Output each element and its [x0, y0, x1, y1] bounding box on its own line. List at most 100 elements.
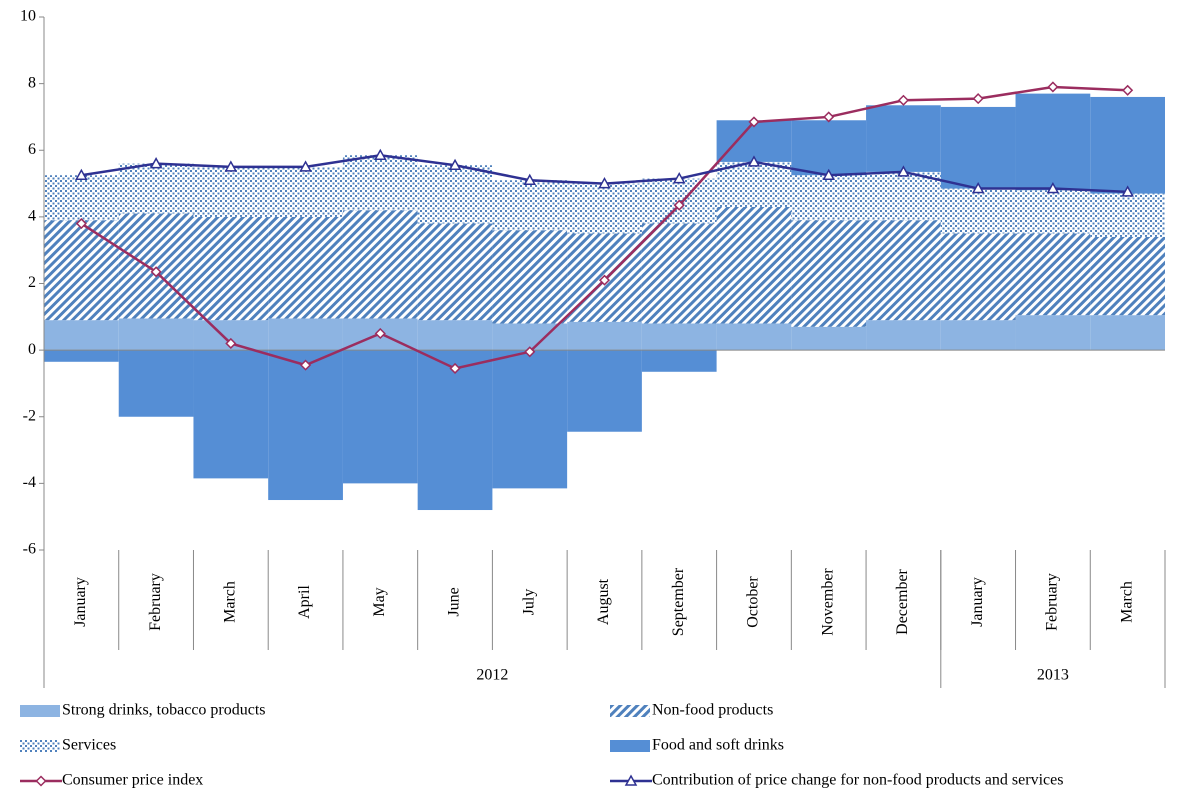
bar — [342, 155, 418, 211]
marker — [1122, 84, 1134, 96]
marker — [1121, 185, 1134, 197]
marker — [971, 182, 985, 194]
bar — [940, 188, 1016, 234]
bar — [716, 161, 792, 207]
marker — [624, 774, 638, 786]
marker — [524, 346, 536, 358]
bar — [1015, 315, 1091, 351]
bar — [268, 216, 343, 319]
bar — [417, 350, 493, 511]
marker — [897, 94, 909, 106]
marker — [374, 148, 387, 160]
legend-label: Services — [62, 737, 116, 754]
bar — [193, 350, 269, 479]
marker — [75, 217, 87, 230]
x-tick-label: December — [894, 568, 911, 634]
marker — [448, 158, 462, 170]
marker — [374, 327, 386, 340]
marker — [823, 111, 835, 123]
y-tick-label: 4 — [28, 208, 36, 225]
marker — [523, 173, 537, 185]
bar — [1015, 190, 1091, 234]
x-tick-label: January — [72, 577, 89, 627]
x-group-label: 2013 — [1037, 667, 1069, 684]
x-tick-label: March — [222, 581, 239, 623]
marker — [449, 362, 461, 375]
bar — [268, 318, 343, 351]
x-tick-label: March — [1118, 581, 1135, 623]
marker — [1046, 182, 1060, 194]
bar — [567, 183, 642, 234]
bar — [940, 320, 1016, 351]
bar — [417, 223, 493, 321]
bar — [641, 323, 717, 351]
legend-label: Strong drinks, tobacco products — [62, 702, 266, 719]
bar — [567, 350, 642, 432]
marker — [1047, 81, 1059, 93]
marker — [225, 337, 237, 350]
bar — [193, 216, 269, 321]
y-tick-label: 8 — [28, 74, 36, 91]
x-tick-label: August — [595, 578, 612, 625]
bar — [44, 220, 119, 321]
x-tick-label: October — [745, 576, 762, 628]
bar — [1090, 236, 1165, 316]
marker — [299, 160, 312, 172]
bar — [866, 105, 941, 172]
marker — [672, 172, 686, 184]
bar — [44, 175, 119, 221]
bar — [1015, 93, 1091, 191]
x-tick-label: November — [819, 568, 836, 636]
x-tick-label: September — [670, 567, 687, 636]
bar — [791, 120, 867, 176]
x-tick-label: May — [371, 587, 388, 616]
x-tick-label: February — [147, 573, 164, 631]
bar — [193, 166, 269, 217]
bar — [342, 350, 418, 484]
legend-swatch — [610, 705, 650, 717]
bar — [268, 166, 343, 217]
bar — [1090, 193, 1165, 237]
bar — [866, 320, 941, 351]
bar — [118, 350, 194, 417]
marker — [598, 274, 611, 286]
bar — [791, 175, 867, 221]
y-tick-label: 6 — [28, 141, 36, 158]
bar — [716, 206, 792, 324]
bar — [118, 318, 194, 351]
y-tick-label: 2 — [28, 274, 36, 291]
marker — [748, 116, 760, 128]
bar — [492, 180, 568, 231]
bar — [940, 106, 1016, 189]
marker — [747, 155, 761, 167]
bar — [118, 213, 194, 319]
legend-label: Non-food products — [652, 702, 773, 719]
x-tick-label: January — [969, 577, 986, 627]
bar — [417, 165, 493, 224]
marker — [149, 157, 163, 169]
bar — [44, 350, 119, 362]
bar — [417, 320, 493, 351]
bar — [492, 230, 568, 324]
marker — [224, 160, 238, 172]
bar — [118, 163, 194, 214]
bar — [716, 323, 792, 351]
bar — [1090, 96, 1165, 194]
bar — [791, 326, 867, 351]
bar — [567, 321, 642, 351]
bar — [268, 350, 343, 501]
legend-label: Consumer price index — [62, 772, 203, 789]
bar — [791, 220, 867, 327]
bar — [641, 350, 717, 372]
x-tick-label: April — [296, 585, 313, 619]
bar — [1015, 233, 1091, 316]
marker — [673, 199, 685, 211]
x-tick-label: February — [1044, 573, 1061, 631]
x-group-label: 2012 — [476, 667, 508, 684]
marker — [75, 168, 88, 180]
legend-label: Contribution of price change for non-foo… — [652, 772, 1063, 789]
y-tick-label: -6 — [23, 541, 36, 558]
bar — [940, 233, 1016, 321]
legend-swatch — [610, 740, 650, 752]
